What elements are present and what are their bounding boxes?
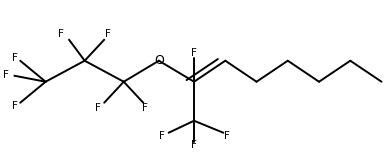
Text: F: F [191,48,197,58]
Text: F: F [223,131,229,142]
Text: F: F [105,29,111,40]
Text: F: F [3,70,9,80]
Text: F: F [142,103,148,113]
Text: F: F [191,140,197,150]
Text: F: F [159,131,165,142]
Text: O: O [154,54,164,67]
Text: F: F [12,54,18,64]
Text: F: F [94,103,100,113]
Text: F: F [58,29,64,40]
Text: F: F [12,102,18,111]
